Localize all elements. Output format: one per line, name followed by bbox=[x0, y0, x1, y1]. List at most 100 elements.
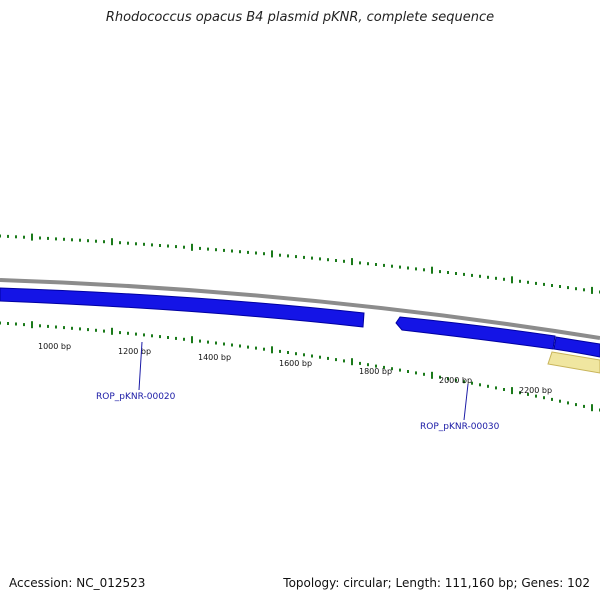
inner-ruler-minor-tick bbox=[287, 351, 289, 354]
outer-ruler-major-tick bbox=[431, 266, 433, 274]
outer-ruler-minor-tick bbox=[239, 250, 241, 254]
inner-ruler-minor-tick bbox=[503, 388, 505, 391]
inner-ruler-minor-tick bbox=[311, 354, 313, 358]
outer-ruler-minor-tick bbox=[311, 256, 313, 260]
outer-ruler-minor-tick bbox=[527, 280, 529, 284]
inner-ruler-minor-tick bbox=[95, 328, 97, 332]
outer-ruler-minor-tick bbox=[23, 235, 25, 239]
outer-ruler-major-tick bbox=[111, 238, 113, 246]
outer-ruler-minor-tick bbox=[415, 267, 417, 271]
outer-ruler-minor-tick bbox=[423, 268, 425, 272]
outer-ruler-major-tick bbox=[191, 243, 193, 251]
topology-summary: Topology: circular; Length: 111,160 bp; … bbox=[283, 576, 590, 590]
inner-ruler-minor-tick bbox=[559, 399, 561, 403]
inner-ruler-minor-tick bbox=[39, 324, 41, 328]
outer-ruler-minor-tick bbox=[87, 239, 89, 243]
outer-ruler-major-tick bbox=[351, 258, 353, 266]
inner-ruler-major-tick bbox=[271, 346, 273, 354]
inner-ruler-minor-tick bbox=[575, 403, 577, 407]
outer-ruler-minor-tick bbox=[519, 279, 521, 283]
outer-ruler-minor-tick bbox=[39, 236, 41, 240]
outer-ruler-minor-tick bbox=[383, 263, 385, 267]
inner-ruler-minor-tick bbox=[567, 401, 569, 405]
inner-ruler-minor-tick bbox=[87, 328, 89, 332]
outer-ruler-minor-tick bbox=[231, 249, 233, 253]
outer-ruler-minor-tick bbox=[319, 257, 321, 261]
inner-ruler-minor-tick bbox=[71, 326, 73, 330]
outer-ruler-minor-tick bbox=[255, 251, 257, 255]
accession-text: Accession: NC_012523 bbox=[9, 576, 146, 590]
inner-ruler-minor-tick bbox=[135, 332, 137, 336]
outer-ruler-minor-tick bbox=[7, 234, 9, 238]
inner-ruler-minor-tick bbox=[263, 347, 265, 351]
outer-ruler-minor-tick bbox=[479, 274, 481, 278]
outer-ruler-minor-tick bbox=[199, 246, 201, 250]
outer-ruler-minor-tick bbox=[207, 247, 209, 251]
inner-ruler-minor-tick bbox=[223, 342, 225, 346]
inner-ruler-minor-tick bbox=[303, 353, 305, 357]
tick-label-1400: 1400 bp bbox=[198, 353, 231, 362]
outer-ruler-minor-tick bbox=[95, 239, 97, 243]
outer-ruler-minor-tick bbox=[183, 245, 185, 249]
plasmid-backbone bbox=[0, 278, 600, 340]
gene-label-00030[interactable]: ROP_pKNR-00030 bbox=[420, 422, 500, 432]
inner-ruler-minor-tick bbox=[103, 329, 105, 333]
inner-ruler-minor-tick bbox=[247, 345, 249, 349]
gene-leader-00030 bbox=[463, 383, 469, 421]
inner-ruler-minor-tick bbox=[415, 371, 417, 375]
outer-ruler-minor-tick bbox=[295, 255, 297, 259]
inner-ruler-minor-tick bbox=[487, 384, 489, 388]
outer-ruler bbox=[0, 233, 600, 294]
outer-ruler-minor-tick bbox=[63, 237, 65, 241]
map-title: Rhodococcus opacus B4 plasmid pKNR, comp… bbox=[105, 10, 495, 25]
gene-next-partial[interactable] bbox=[553, 336, 600, 358]
other-feature[interactable] bbox=[547, 351, 600, 374]
inner-ruler-minor-tick bbox=[535, 394, 537, 398]
outer-ruler-minor-tick bbox=[535, 281, 537, 285]
inner-ruler-major-tick bbox=[431, 371, 433, 379]
outer-ruler-minor-tick bbox=[119, 241, 121, 245]
gene-leader-00020 bbox=[138, 341, 143, 391]
outer-ruler-minor-tick bbox=[455, 272, 457, 275]
outer-ruler-minor-tick bbox=[159, 244, 161, 247]
inner-ruler-minor-tick bbox=[367, 363, 369, 367]
inner-ruler-minor-tick bbox=[495, 386, 497, 390]
outer-ruler-minor-tick bbox=[439, 270, 441, 274]
outer-ruler-minor-tick bbox=[223, 248, 225, 252]
gene-rop-pknr-00020[interactable] bbox=[0, 287, 365, 328]
inner-ruler-minor-tick bbox=[127, 331, 129, 335]
inner-ruler-minor-tick bbox=[175, 336, 177, 340]
inner-ruler-minor-tick bbox=[439, 375, 441, 379]
outer-ruler-minor-tick bbox=[543, 282, 545, 286]
gene-rop-pknr-00030[interactable] bbox=[395, 316, 556, 350]
outer-ruler-minor-tick bbox=[407, 266, 409, 270]
outer-ruler-minor-tick bbox=[495, 276, 497, 280]
inner-ruler-major-tick bbox=[351, 358, 353, 366]
outer-ruler-minor-tick bbox=[559, 285, 561, 288]
inner-ruler-minor-tick bbox=[159, 335, 161, 339]
inner-ruler-minor-tick bbox=[183, 337, 185, 341]
inner-ruler bbox=[0, 321, 600, 412]
inner-ruler-minor-tick bbox=[543, 396, 545, 400]
tick-label-2000: 2000 bp bbox=[439, 376, 472, 385]
outer-ruler-minor-tick bbox=[367, 262, 369, 266]
outer-ruler-minor-tick bbox=[503, 277, 505, 281]
outer-ruler-minor-tick bbox=[303, 255, 305, 259]
inner-ruler-minor-tick bbox=[47, 324, 49, 328]
outer-ruler-minor-tick bbox=[463, 272, 465, 276]
inner-ruler-minor-tick bbox=[295, 352, 297, 356]
outer-ruler-minor-tick bbox=[327, 258, 329, 262]
gene-label-00020[interactable]: ROP_pKNR-00020 bbox=[96, 392, 176, 402]
inner-ruler-minor-tick bbox=[447, 377, 449, 381]
inner-ruler-major-tick bbox=[191, 336, 193, 344]
outer-ruler-minor-tick bbox=[575, 287, 577, 291]
outer-ruler-minor-tick bbox=[359, 261, 361, 265]
inner-ruler-minor-tick bbox=[79, 327, 81, 331]
inner-ruler-minor-tick bbox=[63, 326, 65, 330]
inner-ruler-major-tick bbox=[591, 404, 593, 412]
tick-label-1600: 1600 bp bbox=[279, 359, 312, 368]
inner-ruler-major-tick bbox=[511, 387, 513, 395]
inner-ruler-minor-tick bbox=[519, 391, 521, 395]
inner-ruler-minor-tick bbox=[583, 404, 585, 408]
outer-ruler-minor-tick bbox=[263, 252, 265, 256]
